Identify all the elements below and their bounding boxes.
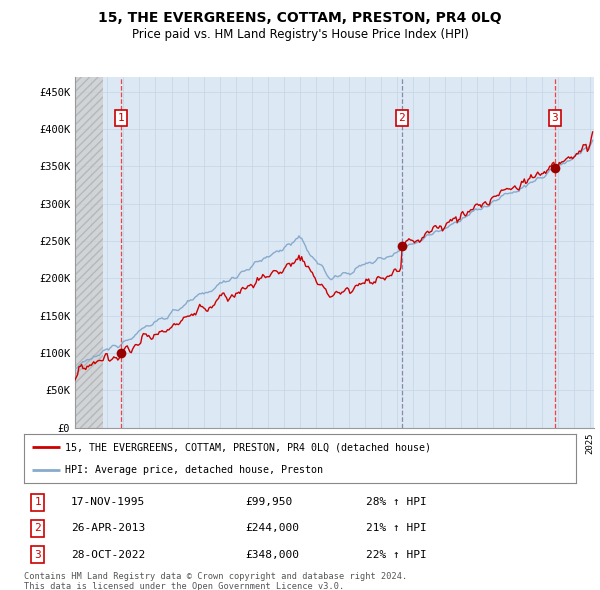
Text: 26-APR-2013: 26-APR-2013 — [71, 523, 145, 533]
Bar — [75, 77, 103, 428]
Text: 21% ↑ HPI: 21% ↑ HPI — [366, 523, 427, 533]
Text: 28-OCT-2022: 28-OCT-2022 — [71, 549, 145, 559]
Text: 2: 2 — [398, 113, 406, 123]
Text: 17-NOV-1995: 17-NOV-1995 — [71, 497, 145, 507]
Text: 2: 2 — [34, 523, 41, 533]
Text: 1: 1 — [34, 497, 41, 507]
Text: 1: 1 — [118, 113, 125, 123]
Text: This data is licensed under the Open Government Licence v3.0.: This data is licensed under the Open Gov… — [24, 582, 344, 590]
Text: HPI: Average price, detached house, Preston: HPI: Average price, detached house, Pres… — [65, 464, 323, 474]
Text: 22% ↑ HPI: 22% ↑ HPI — [366, 549, 427, 559]
Text: 28% ↑ HPI: 28% ↑ HPI — [366, 497, 427, 507]
Text: Contains HM Land Registry data © Crown copyright and database right 2024.: Contains HM Land Registry data © Crown c… — [24, 572, 407, 581]
Text: 15, THE EVERGREENS, COTTAM, PRESTON, PR4 0LQ: 15, THE EVERGREENS, COTTAM, PRESTON, PR4… — [98, 11, 502, 25]
Text: 3: 3 — [34, 549, 41, 559]
Text: £348,000: £348,000 — [245, 549, 299, 559]
Text: 3: 3 — [551, 113, 559, 123]
Text: £99,950: £99,950 — [245, 497, 292, 507]
Text: £244,000: £244,000 — [245, 523, 299, 533]
Text: 15, THE EVERGREENS, COTTAM, PRESTON, PR4 0LQ (detached house): 15, THE EVERGREENS, COTTAM, PRESTON, PR4… — [65, 442, 431, 453]
Text: Price paid vs. HM Land Registry's House Price Index (HPI): Price paid vs. HM Land Registry's House … — [131, 28, 469, 41]
